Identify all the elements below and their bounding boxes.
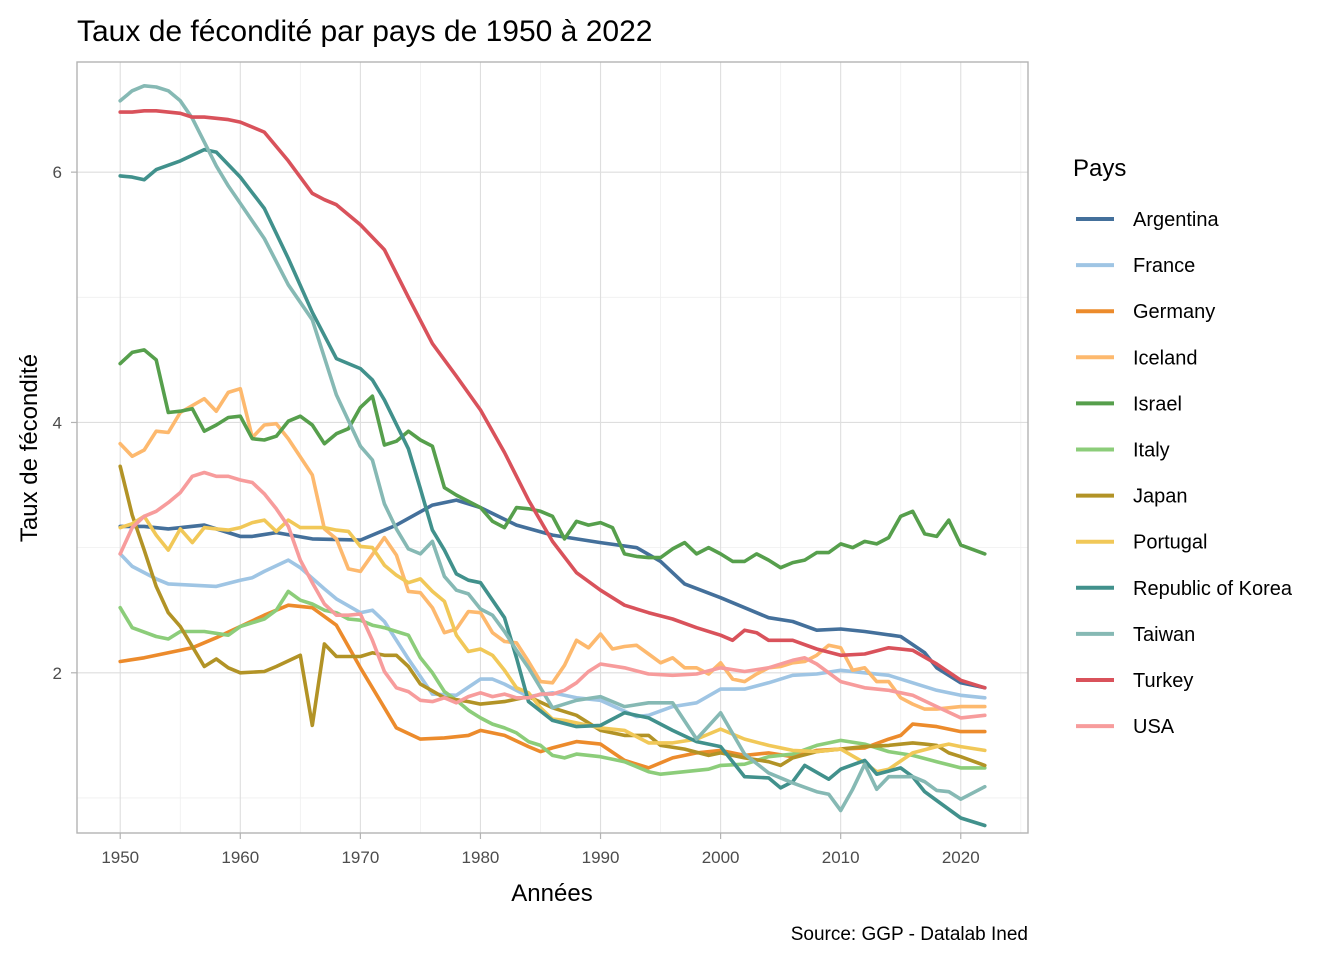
- legend-items: Argentina France Germany Iceland Israel Italy…: [1076, 209, 1293, 738]
- series-line-turkey: [118, 109, 987, 690]
- x-tick-label: 2010: [822, 848, 860, 867]
- y-tick-label: 6: [53, 163, 62, 182]
- series-line-usa: [118, 470, 987, 720]
- series-line-taiwan: [118, 84, 987, 813]
- legend-label-taiwan: Taiwan: [1133, 624, 1195, 646]
- series-line-portugal: [118, 514, 987, 774]
- legend-label-usa: USA: [1133, 716, 1175, 738]
- legend-label-italy: Italy: [1133, 440, 1170, 462]
- legend-label-turkey: Turkey: [1133, 670, 1193, 692]
- chart-title: Taux de fécondité par pays de 1950 à 202…: [77, 15, 652, 48]
- series-line-israel: [118, 348, 987, 570]
- x-tick-label: 1970: [341, 848, 379, 867]
- x-tick-label: 2000: [702, 848, 740, 867]
- series-line-italy: [118, 589, 987, 776]
- legend-label-iceland: Iceland: [1133, 347, 1198, 369]
- legend-label-germany: Germany: [1133, 301, 1215, 323]
- x-tick-label: 2020: [942, 848, 980, 867]
- x-tick-label: 1980: [462, 848, 500, 867]
- x-tick-label: 1960: [221, 848, 259, 867]
- series-line-iceland: [118, 386, 987, 711]
- legend-label-japan: Japan: [1133, 486, 1188, 508]
- series-line-argentina: [118, 498, 987, 690]
- source-caption: Source: GGP - Datalab Ined: [791, 924, 1028, 945]
- y-tick-label: 2: [53, 664, 62, 683]
- legend-label-israel: Israel: [1133, 393, 1182, 415]
- series-lines: [118, 84, 987, 828]
- legend-label-republic-of-korea: Republic of Korea: [1133, 578, 1293, 600]
- x-tick-label: 1950: [101, 848, 139, 867]
- legend-label-france: France: [1133, 255, 1195, 277]
- legend-title: Pays: [1073, 155, 1126, 182]
- x-tick-label: 1990: [582, 848, 620, 867]
- legend: Pays Argentina France Germany Iceland Israel…: [1073, 155, 1293, 738]
- series-line-republic-of-korea: [118, 147, 987, 828]
- legend-label-portugal: Portugal: [1133, 532, 1208, 554]
- x-axis: 1950 1960 1970 1980 1990 2000 2010 2020: [101, 833, 980, 867]
- y-tick-label: 4: [53, 413, 62, 432]
- x-axis-title: Années: [511, 880, 592, 907]
- series-line-france: [118, 552, 987, 719]
- legend-label-argentina: Argentina: [1133, 209, 1219, 231]
- y-axis-title: Taux de fécondité: [16, 354, 43, 542]
- plot-panel-border: [76, 61, 1029, 834]
- y-axis: 2 4 6: [53, 163, 77, 683]
